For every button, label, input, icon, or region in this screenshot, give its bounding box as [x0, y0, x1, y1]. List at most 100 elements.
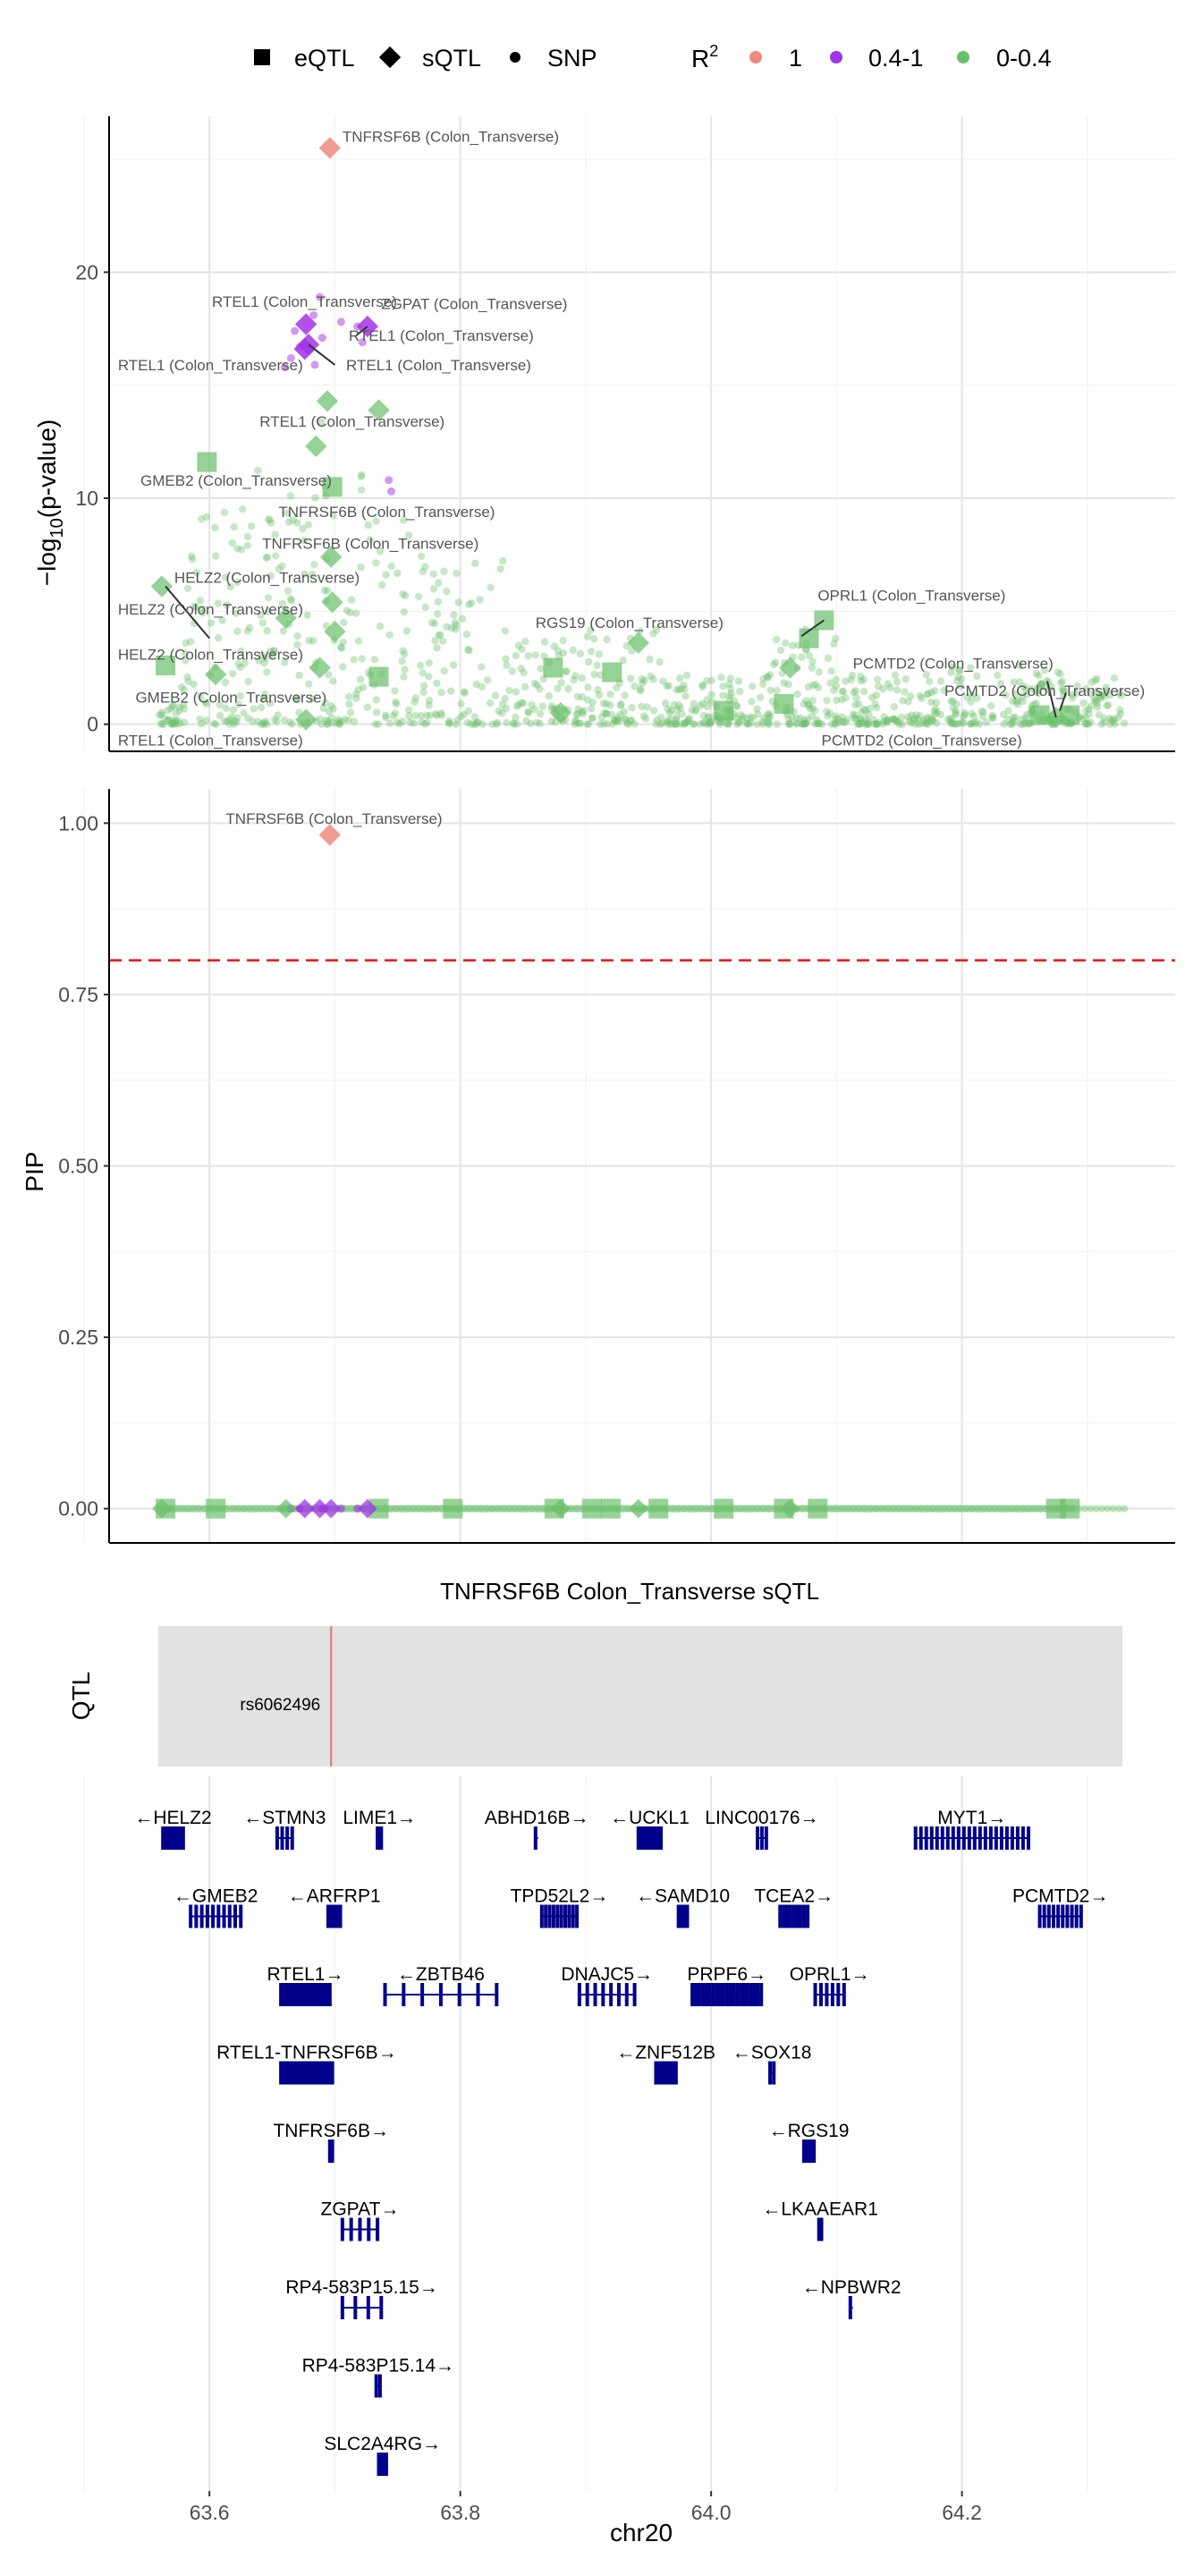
snp-point-ld — [317, 334, 326, 343]
snp-point-ld — [336, 1504, 345, 1513]
qtl-point-diamond — [368, 399, 390, 421]
snp-point — [340, 618, 348, 627]
gene-exon — [299, 2061, 303, 2085]
snp-point — [229, 670, 237, 678]
snp-point — [487, 699, 495, 708]
gene-exon — [383, 1983, 387, 2006]
snp-point — [427, 1504, 435, 1513]
snp-point — [175, 703, 183, 711]
snp-point — [968, 709, 976, 717]
snp-point — [936, 677, 945, 685]
snp-point — [1082, 685, 1090, 693]
snp-point — [447, 623, 456, 632]
snp-point — [627, 674, 635, 682]
snp-point — [284, 518, 293, 526]
snp-point — [999, 710, 1008, 719]
snp-point — [690, 699, 698, 708]
snp-point — [631, 682, 639, 691]
snp-point — [202, 716, 211, 724]
gene-myt1: MYT1→ — [913, 1808, 1030, 1850]
gene-exon — [585, 1983, 589, 2006]
gene-helz2: ←HELZ2 — [134, 1808, 212, 1850]
snp-point — [856, 715, 864, 723]
snp-point — [1016, 678, 1024, 686]
snp-point — [849, 710, 857, 719]
snp-point-ld — [353, 1504, 362, 1513]
snp-point — [411, 694, 420, 702]
gene-exon — [1010, 1826, 1014, 1850]
snp-point — [588, 699, 597, 707]
snp-point — [389, 712, 397, 720]
snp-point — [398, 657, 406, 665]
snp-point — [503, 718, 511, 727]
gene-abhd16b: ABHD16B→ — [485, 1808, 589, 1850]
snp-point — [1103, 701, 1111, 710]
snp-point — [893, 716, 901, 725]
snp-point — [725, 680, 733, 689]
snp-point — [735, 687, 744, 696]
qtl-point-diamond — [549, 701, 571, 724]
point-label: TNFRSF6B (Colon_Transverse) — [278, 504, 495, 521]
snp-point — [688, 706, 696, 715]
snp-point — [462, 630, 471, 639]
snp-point — [696, 720, 704, 728]
snp-point — [512, 713, 520, 722]
snp-point — [855, 720, 863, 728]
snp-point — [571, 717, 580, 726]
snp-point — [363, 703, 372, 711]
snp-point — [487, 583, 495, 591]
snp-point — [699, 712, 708, 720]
snp-point — [250, 705, 258, 713]
gene-stmn3: ←STMN3 — [243, 1808, 326, 1850]
snp-point — [435, 579, 443, 587]
snp-point — [531, 651, 539, 659]
snp-point — [1008, 720, 1016, 728]
snp-point — [766, 686, 775, 695]
snp-point — [652, 720, 660, 728]
gene-exon — [420, 1983, 425, 2006]
snp-point — [237, 647, 245, 656]
snp-point — [616, 710, 624, 719]
snp-point — [459, 614, 467, 623]
snp-point — [192, 568, 201, 577]
snp-point — [808, 657, 817, 665]
snp-point — [806, 704, 814, 713]
snp-point — [382, 713, 390, 722]
snp-point — [924, 713, 932, 721]
snp-point — [243, 541, 251, 549]
gene-label: RTEL1→ — [267, 1964, 343, 1985]
snp-point — [573, 709, 582, 717]
snp-point — [1097, 1504, 1105, 1513]
snp-point — [1081, 720, 1089, 728]
snp-point — [216, 711, 224, 720]
gene-exon — [778, 1904, 783, 1928]
snp-point — [947, 697, 955, 706]
qtl-point-square — [1060, 1498, 1080, 1519]
legend-r2-items: 1 0.4-1 0-0.4 — [749, 45, 1052, 72]
x-axis-title: chr20 — [610, 2519, 673, 2546]
snp-point — [262, 720, 271, 728]
gene-slc2a4rg: SLC2A4RG→ — [324, 2434, 441, 2476]
snp-point — [245, 623, 254, 631]
qtl-point-diamond — [551, 1498, 571, 1519]
snp-point — [850, 714, 859, 723]
snp-point — [911, 720, 919, 728]
snp-point — [1110, 674, 1119, 682]
snp-point — [431, 620, 439, 628]
snp-point — [584, 683, 592, 691]
snp-point — [464, 645, 472, 654]
snp-point — [443, 588, 451, 596]
snp-point — [559, 648, 568, 657]
point-label: RTEL1 (Colon_Transverse) — [212, 293, 397, 310]
snp-point — [726, 684, 735, 693]
snp-point — [436, 709, 445, 717]
gene-linc00176: LINC00176→ — [705, 1808, 819, 1850]
gene-exon — [745, 1983, 749, 2006]
qtl-point-square — [602, 662, 622, 682]
snp-point — [223, 717, 232, 725]
snp-point — [453, 716, 461, 724]
point-label: TNFRSF6B (Colon_Transverse) — [343, 129, 559, 146]
snp-point — [218, 616, 226, 624]
snp-point — [788, 713, 796, 722]
snp-point — [672, 719, 680, 728]
